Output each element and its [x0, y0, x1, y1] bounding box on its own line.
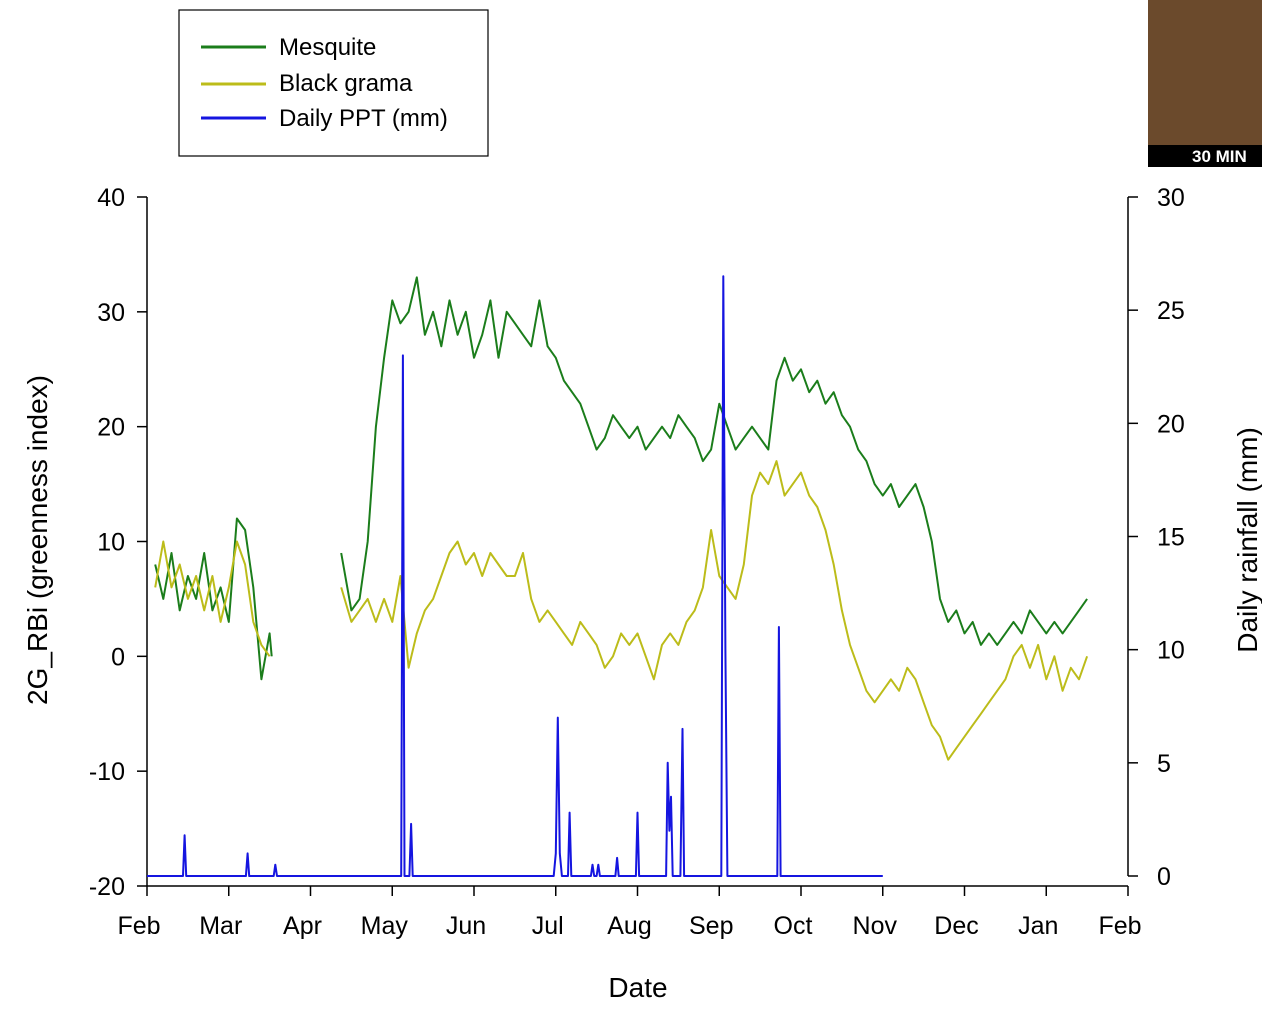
y-right-tick-label: 5	[1157, 750, 1171, 778]
series-line-mesquite	[154, 517, 273, 681]
x-tick-label: Jan	[1018, 912, 1058, 940]
x-tick-label: May	[361, 912, 409, 940]
series-line-mesquite	[340, 276, 1088, 646]
x-tick-label: Aug	[607, 912, 651, 940]
y-right-tick-label: 30	[1157, 184, 1185, 212]
y-left-tick-label: -20	[89, 873, 125, 901]
photo-caption-bar	[1148, 145, 1262, 167]
legend-label-ppt: Daily PPT (mm)	[279, 105, 448, 132]
series-line-black-grama	[154, 540, 271, 657]
x-tick-label: Jul	[532, 912, 564, 940]
x-tick-label: Dec	[934, 912, 978, 940]
x-axis-title: Date	[608, 972, 667, 1003]
photo-image	[1148, 0, 1262, 145]
y-right-tick-label: 20	[1157, 410, 1185, 438]
y-left-tick-label: 0	[111, 643, 125, 671]
legend-label-black-grama: Black grama	[279, 70, 413, 97]
y-left-tick-label: 30	[97, 299, 125, 327]
y-right-tick-label: 25	[1157, 297, 1185, 325]
y-right-ticks: 0 5 10 15 20 25 30	[1128, 184, 1185, 891]
y-left-tick-label: 20	[97, 414, 125, 442]
x-tick-label: Jun	[446, 912, 486, 940]
photo-caption: 30 MIN	[1192, 147, 1247, 166]
y-right-tick-label: 10	[1157, 637, 1185, 665]
legend-label-mesquite: Mesquite	[279, 34, 376, 61]
x-tick-label: Mar	[199, 912, 242, 940]
y-right-tick-label: 15	[1157, 524, 1185, 552]
legend: Mesquite Black grama Daily PPT (mm)	[178, 9, 489, 157]
x-tick-label: Feb	[117, 912, 160, 940]
y-left-tick-label: 40	[97, 184, 125, 212]
series-line-black-grama	[340, 460, 1089, 761]
photo-inset: 30 MIN	[1148, 0, 1262, 167]
y-left-ticks: -20 -10 0 10 20 30 40	[89, 184, 147, 901]
x-tick-label: Apr	[283, 912, 322, 940]
y-axis-title-left: 2G_RBi (greenness index)	[22, 375, 53, 705]
y-axis-title-right: Daily rainfall (mm)	[1232, 427, 1262, 653]
x-tick-label: Oct	[774, 912, 813, 940]
x-tick-label: Sep	[689, 912, 733, 940]
x-tick-label: Nov	[853, 912, 898, 940]
series-layer	[147, 275, 1089, 877]
x-ticks: Feb Mar Apr May Jun Jul Aug Sep Oct Nov Dec Jan Feb	[117, 886, 1142, 940]
series-line-ppt	[147, 275, 883, 877]
x-tick-label: Feb	[1098, 912, 1141, 940]
y-left-tick-label: -10	[89, 758, 125, 786]
y-left-tick-label: 10	[97, 529, 125, 557]
y-right-tick-label: 0	[1157, 863, 1171, 891]
